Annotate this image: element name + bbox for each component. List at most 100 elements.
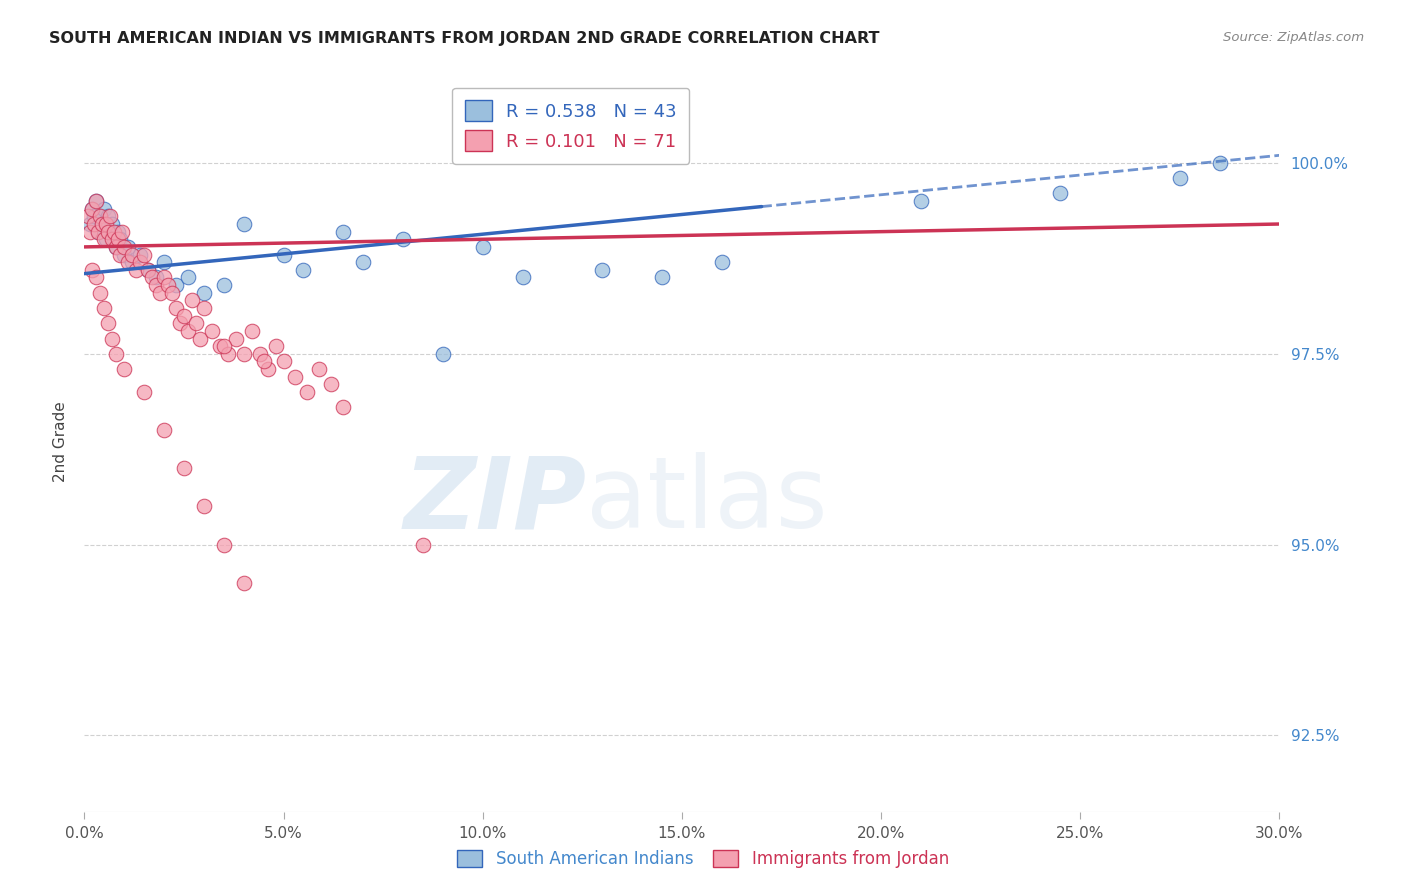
Point [471,240,494,254]
Point [273,247,295,261]
Point [110,247,132,261]
Point [136,262,159,277]
Text: Source: ZipAtlas.com: Source: ZipAtlas.com [1223,31,1364,45]
Point [132,247,156,261]
Point [82,202,104,216]
Text: ZIP: ZIP [404,452,586,549]
Point [117,240,139,254]
Point [77,210,100,224]
Point [82,202,104,216]
Text: atlas: atlas [586,452,828,549]
Point [153,255,176,269]
Point [651,270,673,285]
Point [101,331,124,345]
Point [284,369,307,384]
Point [432,347,454,361]
Point [184,316,207,330]
Point [83,217,105,231]
Point [249,347,271,361]
Point [107,232,129,246]
Point [157,278,180,293]
Point [321,377,343,392]
Point [98,210,121,224]
Point [208,339,231,353]
Point [98,225,121,239]
Point [89,285,111,300]
Point [136,262,159,277]
Point [97,316,120,330]
Point [145,270,167,285]
Point [264,339,287,353]
Point [112,240,135,254]
Point [111,225,134,239]
Point [217,347,239,361]
Point [188,331,211,345]
Point [232,347,254,361]
Point [82,262,104,277]
Point [101,217,124,231]
Point [93,232,115,246]
Point [125,262,148,277]
Point [591,262,613,277]
Point [212,278,235,293]
Point [181,293,204,308]
Point [96,232,118,246]
Point [232,217,254,231]
Point [332,225,354,239]
Point [512,270,534,285]
Point [103,225,125,239]
Point [149,285,172,300]
Point [1168,171,1191,186]
Point [129,255,152,269]
Point [112,247,135,261]
Point [232,575,254,590]
Point [79,225,101,239]
Point [87,225,110,239]
Point [212,538,235,552]
Point [153,270,176,285]
Point [107,225,129,239]
Point [145,278,167,293]
Point [101,232,124,246]
Point [193,500,215,514]
Point [165,278,187,293]
Text: SOUTH AMERICAN INDIAN VS IMMIGRANTS FROM JORDAN 2ND GRADE CORRELATION CHART: SOUTH AMERICAN INDIAN VS IMMIGRANTS FROM… [49,31,880,46]
Point [121,247,143,261]
Point [160,285,183,300]
Point [392,232,415,246]
Point [96,217,118,231]
Point [173,309,195,323]
Point [253,354,276,368]
Point [165,301,187,315]
Point [105,240,128,254]
Point [93,301,115,315]
Point [86,270,108,285]
Y-axis label: 2nd Grade: 2nd Grade [53,401,69,482]
Point [83,210,105,224]
Legend: South American Indians, Immigrants from Jordan: South American Indians, Immigrants from … [450,843,956,875]
Point [86,194,108,208]
Point [91,217,114,231]
Point [173,461,195,475]
Point [292,262,315,277]
Point [153,423,176,437]
Point [710,255,733,269]
Point [177,270,200,285]
Point [105,240,128,254]
Point [87,225,110,239]
Point [308,362,330,376]
Point [240,324,263,338]
Point [225,331,247,345]
Point [177,324,200,338]
Point [212,339,235,353]
Point [1209,156,1232,170]
Point [132,384,156,399]
Point [201,324,224,338]
Point [412,538,434,552]
Point [86,194,108,208]
Point [297,384,319,399]
Legend: R = 0.538   N = 43, R = 0.101   N = 71: R = 0.538 N = 43, R = 0.101 N = 71 [451,87,689,164]
Point [193,301,215,315]
Point [332,400,354,414]
Point [273,354,295,368]
